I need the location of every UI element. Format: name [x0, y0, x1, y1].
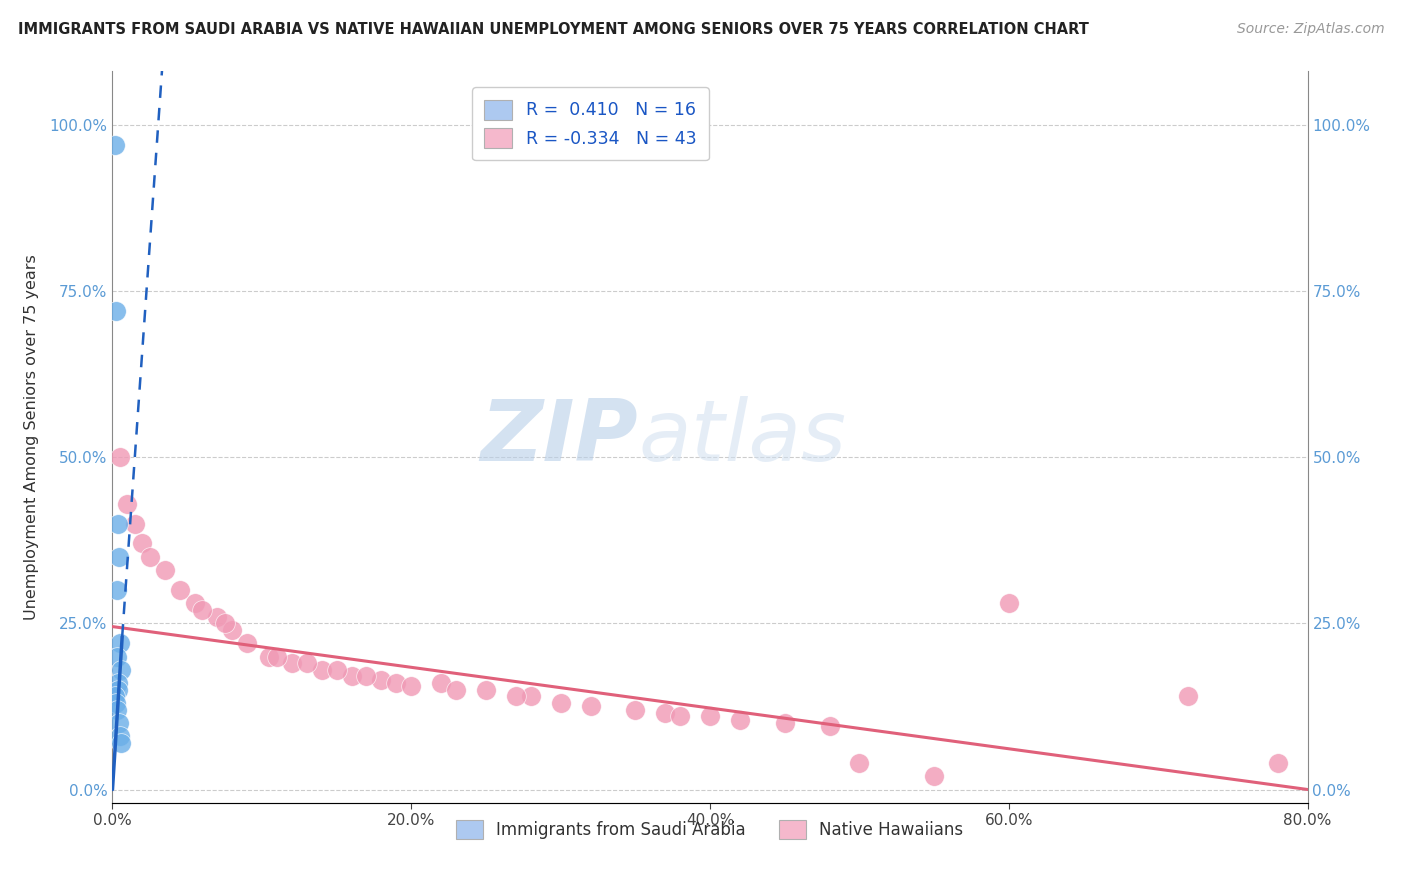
Point — [1267, 756, 1289, 770]
Point — [624, 703, 647, 717]
Point — [153, 563, 176, 577]
Point — [110, 736, 132, 750]
Point — [105, 582, 128, 597]
Point — [281, 656, 304, 670]
Point — [105, 703, 128, 717]
Point — [108, 729, 131, 743]
Point — [444, 682, 467, 697]
Point — [669, 709, 692, 723]
Point — [131, 536, 153, 550]
Point — [311, 663, 333, 677]
Point — [107, 716, 129, 731]
Point — [773, 716, 796, 731]
Point — [110, 663, 132, 677]
Point — [475, 682, 498, 697]
Point — [325, 663, 347, 677]
Point — [104, 137, 127, 152]
Point — [117, 497, 139, 511]
Point — [139, 549, 162, 564]
Point — [105, 649, 128, 664]
Point — [107, 676, 129, 690]
Point — [105, 696, 128, 710]
Point — [169, 582, 191, 597]
Point — [848, 756, 870, 770]
Point — [259, 649, 281, 664]
Point — [728, 713, 751, 727]
Point — [124, 516, 146, 531]
Point — [401, 680, 423, 694]
Point — [340, 669, 363, 683]
Point — [922, 769, 945, 783]
Point — [550, 696, 572, 710]
Point — [108, 549, 131, 564]
Point — [356, 669, 378, 683]
Text: atlas: atlas — [638, 395, 846, 479]
Point — [108, 450, 131, 464]
Point — [1177, 690, 1199, 704]
Text: IMMIGRANTS FROM SAUDI ARABIA VS NATIVE HAWAIIAN UNEMPLOYMENT AMONG SENIORS OVER : IMMIGRANTS FROM SAUDI ARABIA VS NATIVE H… — [18, 22, 1090, 37]
Point — [205, 609, 228, 624]
Point — [104, 303, 127, 318]
Point — [430, 676, 453, 690]
Point — [370, 673, 392, 687]
Point — [998, 596, 1021, 610]
Point — [107, 516, 129, 531]
Point — [505, 690, 527, 704]
Point — [818, 719, 841, 733]
Y-axis label: Unemployment Among Seniors over 75 years: Unemployment Among Seniors over 75 years — [24, 254, 38, 620]
Point — [295, 656, 318, 670]
Point — [214, 616, 236, 631]
Point — [236, 636, 259, 650]
Point — [520, 690, 543, 704]
Point — [107, 682, 129, 697]
Text: Source: ZipAtlas.com: Source: ZipAtlas.com — [1237, 22, 1385, 37]
Point — [385, 676, 408, 690]
Point — [191, 603, 214, 617]
Point — [104, 690, 127, 704]
Point — [579, 699, 602, 714]
Legend: Immigrants from Saudi Arabia, Native Hawaiians: Immigrants from Saudi Arabia, Native Haw… — [450, 814, 970, 846]
Point — [266, 649, 288, 664]
Text: ZIP: ZIP — [481, 395, 638, 479]
Point — [108, 636, 131, 650]
Point — [654, 706, 676, 720]
Point — [221, 623, 243, 637]
Point — [699, 709, 721, 723]
Point — [183, 596, 205, 610]
